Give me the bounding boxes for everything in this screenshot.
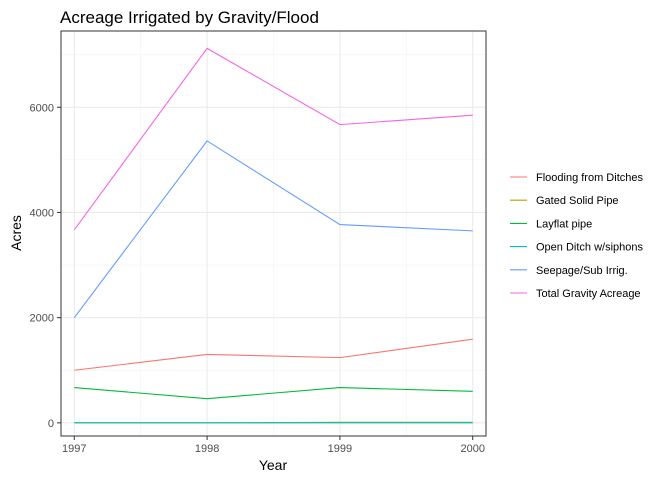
series-lines [73,47,473,424]
series-line-2 [74,387,473,400]
legend-label: Seepage/Sub Irrig. [536,265,628,277]
minor-gridlines [61,31,486,436]
x-tick-label: 1999 [328,443,352,455]
x-axis-label: Year [259,457,288,473]
series-line-4 [73,140,473,318]
series-line-5 [73,47,473,231]
legend-item: Gated Solid Pipe [510,195,619,207]
x-tick-label: 2000 [460,443,484,455]
y-tick-label: 4000 [30,207,54,219]
legend-label: Layflat pipe [536,218,592,230]
x-axis: 1997 1998 1999 2000 [62,436,485,455]
legend-label: Gated Solid Pipe [536,195,619,207]
y-tick-label: 0 [48,418,54,430]
legend-item: Total Gravity Acreage [510,288,641,300]
x-tick-label: 1997 [62,443,86,455]
legend: Flooding from Ditches Gated Solid Pipe Lay… [510,172,643,300]
legend-label: Flooding from Ditches [536,172,643,184]
y-tick-label: 2000 [30,313,54,325]
y-axis-label: Acres [8,215,24,251]
y-axis: 0 2000 4000 6000 [30,102,61,430]
legend-item: Seepage/Sub Irrig. [510,265,628,277]
plot-border [60,30,487,437]
y-tick-label: 6000 [30,102,54,114]
legend-label: Open Ditch w/siphons [536,242,643,254]
legend-item: Open Ditch w/siphons [510,242,643,254]
legend-item: Layflat pipe [510,218,592,230]
x-tick-label: 1998 [195,443,219,455]
series-line-0 [74,338,473,371]
legend-item: Flooding from Ditches [510,172,643,184]
legend-label: Total Gravity Acreage [536,288,641,300]
chart-title: Acreage Irrigated by Gravity/Flood [60,8,319,27]
